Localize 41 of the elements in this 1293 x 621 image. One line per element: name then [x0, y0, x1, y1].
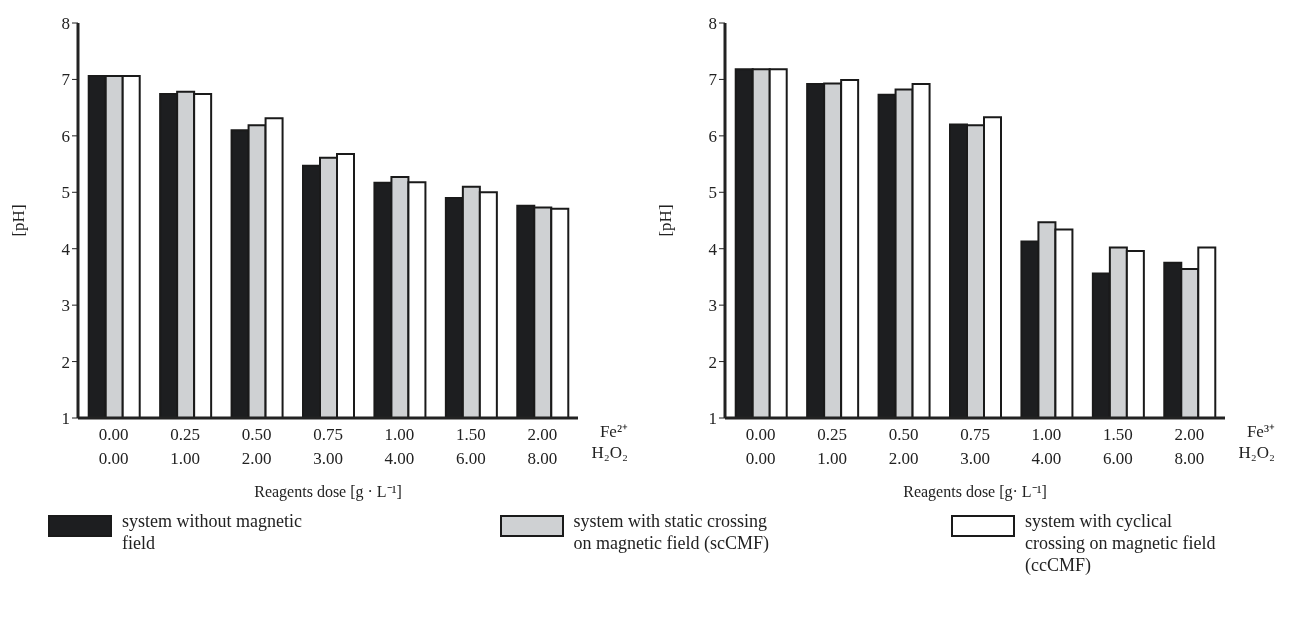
x-tick-label: 0.25 1.00	[170, 425, 201, 468]
y-tick-label: 4	[708, 239, 718, 259]
text: H₂O₂	[1238, 443, 1275, 463]
y-tick-label: 2	[61, 352, 70, 372]
x-tick-label: 1.50 6.00	[455, 425, 486, 468]
y-tick-label: 5	[708, 183, 717, 203]
y-tick-label: 7	[61, 70, 71, 90]
y-tick-label: 5	[61, 183, 70, 203]
x-tick-label: 0.75 3.00	[313, 425, 343, 468]
x-tick-label: 1.00 4.00	[1031, 425, 1062, 468]
y-axis-title: [pH]	[656, 204, 676, 237]
x-tick-label: 0.00 0.00	[745, 425, 776, 468]
y-tick-label: 3	[61, 296, 70, 316]
x-tick-label: 0.50 2.00	[888, 425, 919, 468]
text: Fe²⁺	[599, 421, 628, 442]
x-axis-title: Reagents dose [g · L⁻¹]	[253, 482, 403, 502]
x-axis-title: Reagents dose [g· L⁻¹]	[902, 482, 1048, 502]
legend-label: system with static crossing on magnetic field (scCMF)	[573, 510, 770, 554]
x-tick-label: 0.00 0.00	[98, 425, 129, 468]
y-tick-label: 1	[708, 409, 717, 429]
x-tick-label: 2.00 8.00	[527, 425, 558, 468]
y-tick-label: 8	[708, 14, 717, 34]
x-tick-label: 2.00 8.00	[1174, 425, 1205, 468]
y-tick-label: 6	[708, 126, 717, 146]
y-tick-label: 8	[61, 14, 70, 34]
y-tick-label: 7	[708, 70, 718, 90]
x-tick-label: 1.50 6.00	[1102, 425, 1133, 468]
y-tick-label: 3	[708, 296, 717, 316]
y-axis-title: [pH]	[9, 204, 29, 237]
x-tick-label: 0.50 2.00	[241, 425, 272, 468]
x-tick-label: 0.75 3.00	[960, 425, 990, 468]
y-tick-label: 2	[708, 352, 717, 372]
x-tick-label: 1.00 4.00	[384, 425, 415, 468]
legend-label: system with cyclical crossing on magnetic field (ccCMF)	[1025, 510, 1217, 576]
x-tick-label: 0.25 1.00	[817, 425, 848, 468]
legend-label: system without magnetic field	[122, 510, 303, 554]
y-tick-label: 1	[61, 409, 70, 429]
y-tick-label: 6	[61, 126, 70, 146]
y-tick-label: 4	[61, 239, 71, 259]
text: Fe³⁺	[1246, 421, 1275, 442]
text: H₂O₂	[591, 443, 628, 463]
